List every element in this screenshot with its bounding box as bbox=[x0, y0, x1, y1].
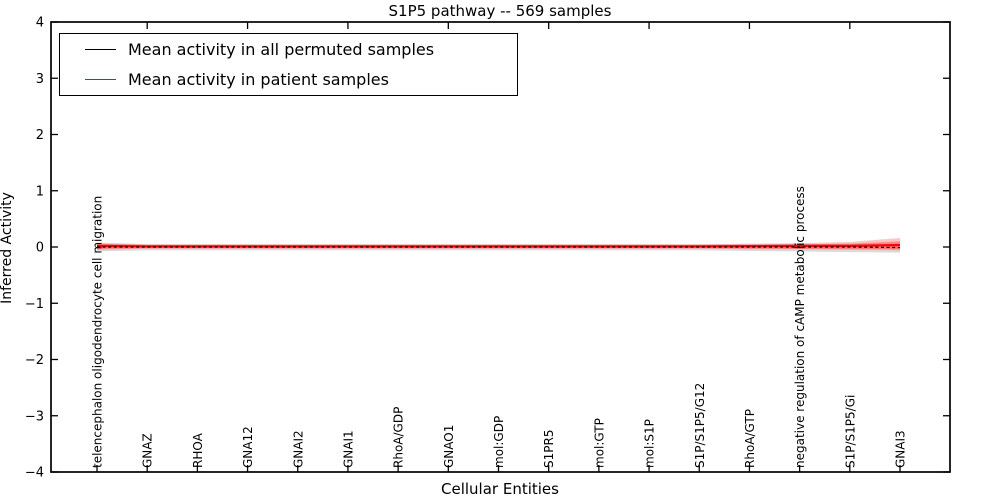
x-tick-label: GNAZ bbox=[141, 433, 155, 468]
x-tick-label: RhoA/GDP bbox=[392, 407, 406, 468]
x-tick-label: GNA12 bbox=[241, 426, 255, 468]
legend-line-sample bbox=[85, 79, 116, 81]
legend: Mean activity in all permuted samples Me… bbox=[59, 33, 518, 96]
x-tick-label: negative regulation of cAMP metabolic pr… bbox=[793, 186, 807, 468]
y-tick-label: 0 bbox=[36, 241, 44, 256]
x-tick-label: mol:S1P bbox=[643, 419, 657, 468]
y-tick-label: −1 bbox=[25, 297, 44, 312]
x-tick-label: RHOA bbox=[191, 432, 205, 468]
y-tick-label: 3 bbox=[36, 72, 44, 87]
y-tick-label: 4 bbox=[36, 16, 44, 31]
patient-mean-line bbox=[96, 243, 901, 248]
chart-title: S1P5 pathway -- 569 samples bbox=[388, 2, 612, 20]
legend-label: Mean activity in all permuted samples bbox=[128, 39, 435, 59]
y-tick-label: 2 bbox=[36, 128, 44, 143]
x-tick-label: GNAO1 bbox=[442, 425, 456, 468]
legend-line-sample bbox=[85, 48, 116, 50]
y-tick-label: −2 bbox=[25, 353, 44, 368]
permuted-mean-line bbox=[97, 246, 901, 249]
legend-entry-patient: Mean activity in patient samples bbox=[60, 66, 517, 94]
x-tick-label: RhoA/GTP bbox=[743, 409, 757, 468]
y-tick-label: −3 bbox=[25, 409, 44, 424]
x-tick-label: S1PR5 bbox=[542, 430, 556, 468]
x-axis-title: Cellular Entities bbox=[441, 480, 559, 498]
y-tick-label: −4 bbox=[25, 466, 44, 481]
y-tick-label: 1 bbox=[36, 184, 44, 199]
legend-label: Mean activity in patient samples bbox=[128, 70, 389, 90]
x-tick-label: mol:GTP bbox=[592, 418, 606, 468]
x-tick-label: mol:GDP bbox=[492, 416, 506, 468]
x-tick-label: telencephalon oligodendrocyte cell migra… bbox=[91, 196, 105, 468]
x-tick-label: GNAI3 bbox=[894, 430, 908, 468]
x-tick-label: S1P/S1P5/G12 bbox=[693, 383, 707, 468]
x-tick-label: S1P/S1P5/Gi bbox=[843, 395, 857, 468]
x-tick-label: GNAI2 bbox=[291, 430, 305, 468]
legend-entry-permuted: Mean activity in all permuted samples bbox=[60, 35, 517, 63]
x-tick-label: GNAI1 bbox=[341, 430, 355, 468]
